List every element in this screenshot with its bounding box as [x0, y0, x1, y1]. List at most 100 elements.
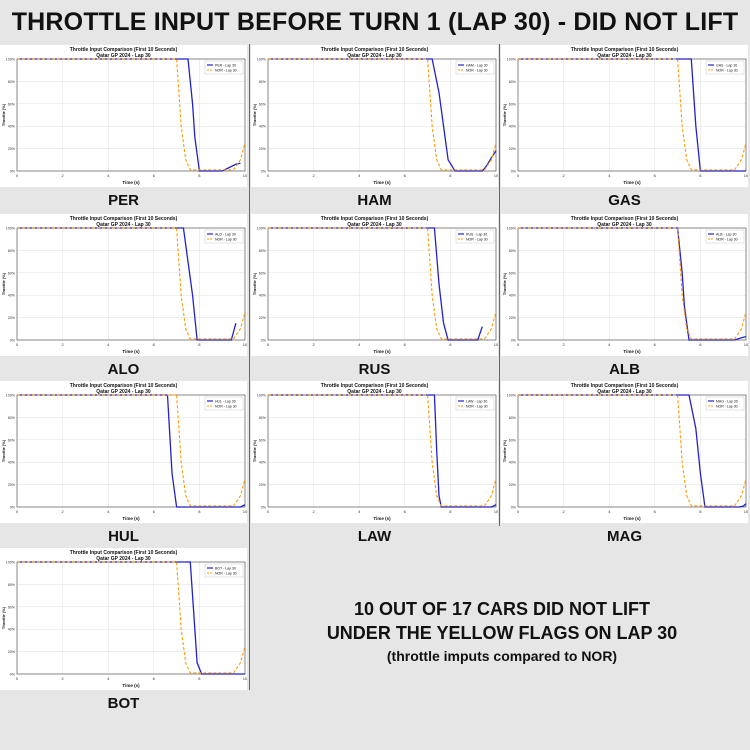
- y-tick-label: 60%: [259, 102, 267, 106]
- x-tick-label: 8: [198, 173, 201, 178]
- x-tick-label: 6: [153, 676, 156, 681]
- x-tick-label: 4: [107, 676, 110, 681]
- chart-title: Throttle Input Comparison (First 10 Seco…: [70, 47, 178, 53]
- chart-title: Throttle Input Comparison (First 10 Seco…: [70, 216, 178, 222]
- y-tick-label: 40%: [509, 461, 517, 465]
- x-axis-label: Time (s): [122, 516, 140, 521]
- y-tick-label: 0%: [511, 339, 517, 343]
- y-axis-label: Throttle (%): [1, 439, 6, 462]
- series-line-driver: [17, 561, 245, 675]
- y-axis-label: Throttle (%): [1, 272, 6, 295]
- throttle-chart: Throttle Input Comparison (First 10 Seco…: [0, 381, 247, 523]
- x-tick-label: 2: [562, 342, 565, 347]
- legend-label: HAM - Lap 30: [466, 63, 488, 67]
- x-tick-label: 0: [517, 509, 520, 514]
- y-axis-label: Throttle (%): [252, 439, 257, 462]
- y-tick-label: 20%: [259, 483, 267, 487]
- driver-label: RUS: [358, 361, 391, 378]
- y-tick-label: 60%: [509, 271, 517, 275]
- series-line-nor: [17, 561, 246, 674]
- series-line-driver: [268, 394, 497, 508]
- legend-label: NOR - Lap 30: [716, 68, 738, 72]
- legend-label: NOR - Lap 30: [716, 237, 738, 241]
- x-tick-label: 8: [449, 342, 452, 347]
- chart-title: Throttle Input Comparison (First 10 Seco…: [571, 383, 679, 389]
- x-tick-label: 6: [654, 342, 657, 347]
- y-tick-label: 40%: [259, 461, 267, 465]
- y-axis-label: Throttle (%): [252, 272, 257, 295]
- x-tick-label: 10: [243, 173, 247, 178]
- y-tick-label: 80%: [509, 249, 517, 253]
- y-tick-label: 100%: [257, 394, 267, 398]
- y-tick-label: 40%: [259, 294, 267, 298]
- chart-subtitle: Qatar GP 2024 - Lap 30: [597, 222, 652, 228]
- y-tick-label: 80%: [509, 80, 517, 84]
- chart-title: Throttle Input Comparison (First 10 Seco…: [321, 216, 429, 222]
- throttle-chart: Throttle Input Comparison (First 10 Seco…: [0, 214, 247, 356]
- x-tick-label: 2: [61, 173, 64, 178]
- chart-panel-hul: Throttle Input Comparison (First 10 Seco…: [0, 381, 247, 523]
- x-tick-label: 8: [449, 509, 452, 514]
- legend-label: NOR - Lap 30: [716, 404, 738, 408]
- legend-box: [455, 229, 495, 244]
- x-tick-label: 8: [198, 509, 201, 514]
- series-line-nor: [518, 58, 747, 171]
- y-tick-label: 20%: [8, 316, 16, 320]
- y-tick-label: 0%: [261, 339, 267, 343]
- legend-box: [705, 60, 745, 75]
- chart-title: Throttle Input Comparison (First 10 Seco…: [70, 550, 178, 556]
- legend-label: NOR - Lap 30: [215, 68, 237, 72]
- x-tick-label: 6: [654, 509, 657, 514]
- x-tick-label: 2: [312, 173, 315, 178]
- plot-frame: [517, 58, 747, 172]
- series-line-driver: [17, 227, 237, 341]
- x-axis-label: Time (s): [623, 349, 641, 354]
- chart-subtitle: Qatar GP 2024 - Lap 30: [597, 53, 652, 59]
- series-line-nor: [518, 227, 747, 340]
- legend-box: [204, 563, 244, 578]
- x-tick-label: 8: [449, 173, 452, 178]
- driver-label: PER: [108, 192, 139, 209]
- y-tick-label: 80%: [8, 416, 16, 420]
- y-tick-label: 60%: [8, 271, 16, 275]
- y-tick-label: 40%: [8, 461, 16, 465]
- plot-frame: [16, 58, 246, 172]
- chart-subtitle: Qatar GP 2024 - Lap 30: [347, 222, 402, 228]
- y-tick-label: 100%: [257, 58, 267, 62]
- series-line-driver: [268, 227, 483, 341]
- legend-label: NOR - Lap 30: [215, 404, 237, 408]
- x-axis-label: Time (s): [122, 349, 140, 354]
- y-tick-label: 100%: [507, 58, 517, 62]
- summary-text: 10 OUT OF 17 CARS DID NOT LIFT UNDER THE…: [282, 597, 722, 667]
- x-tick-label: 4: [358, 509, 361, 514]
- x-tick-label: 0: [267, 342, 270, 347]
- series-line-nor: [268, 58, 497, 171]
- x-tick-label: 4: [608, 509, 611, 514]
- x-tick-label: 4: [107, 342, 110, 347]
- y-tick-label: 100%: [6, 58, 16, 62]
- x-tick-label: 2: [61, 342, 64, 347]
- x-tick-label: 10: [494, 342, 498, 347]
- x-tick-label: 6: [404, 509, 407, 514]
- x-tick-label: 8: [699, 342, 702, 347]
- summary-line-3: (throttle imputs compared to NOR): [386, 648, 618, 664]
- x-axis-label: Time (s): [623, 180, 641, 185]
- legend-box: [705, 396, 745, 411]
- x-tick-label: 4: [107, 509, 110, 514]
- legend-box: [705, 229, 745, 244]
- y-tick-label: 60%: [8, 102, 16, 106]
- y-tick-label: 0%: [10, 170, 16, 174]
- legend-label: GAS - Lap 30: [716, 63, 737, 67]
- y-tick-label: 20%: [8, 650, 16, 654]
- series-line-driver: [17, 394, 246, 508]
- x-tick-label: 0: [16, 342, 19, 347]
- chart-panel-rus: Throttle Input Comparison (First 10 Seco…: [251, 214, 498, 356]
- y-tick-label: 40%: [259, 125, 267, 129]
- x-tick-label: 4: [107, 173, 110, 178]
- plot-frame: [16, 561, 246, 675]
- legend-label: NOR - Lap 30: [466, 404, 488, 408]
